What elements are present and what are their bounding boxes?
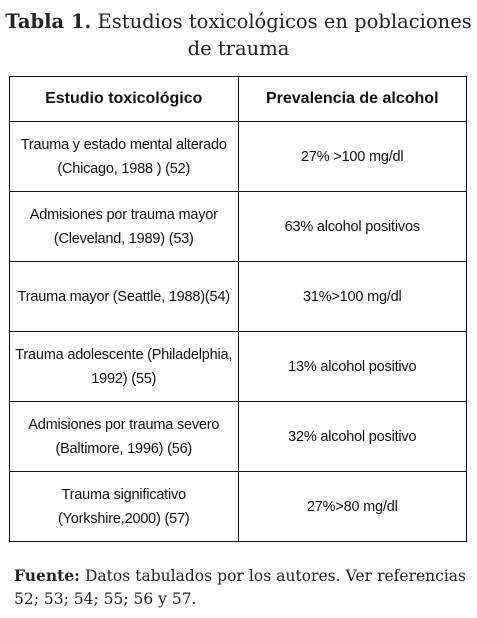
source-note: Fuente: Datos tabulados por los autores.… <box>14 564 466 611</box>
table-row: Trauma mayor (Seattle, 1988)(54) 31%>100… <box>9 261 468 332</box>
prevalence-cell: 31%>100 mg/dl <box>237 261 468 332</box>
prevalence-cell: 27% >100 mg/dl <box>237 121 468 192</box>
study-cell: Trauma mayor (Seattle, 1988)(54) <box>9 261 239 332</box>
study-cell: Admisiones por trauma mayor (Cleveland, … <box>9 191 239 262</box>
source-text: Datos tabulados por los autores. Ver ref… <box>14 567 466 608</box>
table-row: Admisiones por trauma severo (Baltimore,… <box>9 401 468 472</box>
table-row: Admisiones por trauma mayor (Cleveland, … <box>9 191 468 262</box>
prevalence-cell: 63% alcohol positivos <box>237 191 468 262</box>
header-row: Estudio toxicológico Prevalencia de alco… <box>9 76 468 122</box>
table-row: Trauma adolescente (Philadelphia, 1992) … <box>9 331 468 402</box>
caption-label: Tabla 1. <box>5 10 92 33</box>
prevalence-cell: 32% alcohol positivo <box>237 401 468 472</box>
table-row: Trauma y estado mental alterado (Chicago… <box>9 121 468 192</box>
source-label: Fuente: <box>14 566 80 585</box>
prevalence-cell: 13% alcohol positivo <box>237 331 468 402</box>
table-row: Trauma significativo (Yorkshire,2000) (5… <box>9 471 468 542</box>
column-header-study: Estudio toxicológico <box>9 76 239 122</box>
study-cell: Trauma significativo (Yorkshire,2000) (5… <box>9 471 239 542</box>
study-cell: Admisiones por trauma severo (Baltimore,… <box>9 401 239 472</box>
column-header-prevalence: Prevalencia de alcohol <box>237 76 468 122</box>
caption-text: Estudios toxicológicos en poblaciones de… <box>97 10 472 60</box>
table-caption: Tabla 1. Estudios toxicológicos en pobla… <box>0 8 477 62</box>
study-cell: Trauma y estado mental alterado (Chicago… <box>9 121 239 192</box>
prevalence-cell: 27%>80 mg/dl <box>237 471 468 542</box>
study-cell: Trauma adolescente (Philadelphia, 1992) … <box>9 331 239 402</box>
toxicology-table: Estudio toxicológico Prevalencia de alco… <box>9 76 468 542</box>
